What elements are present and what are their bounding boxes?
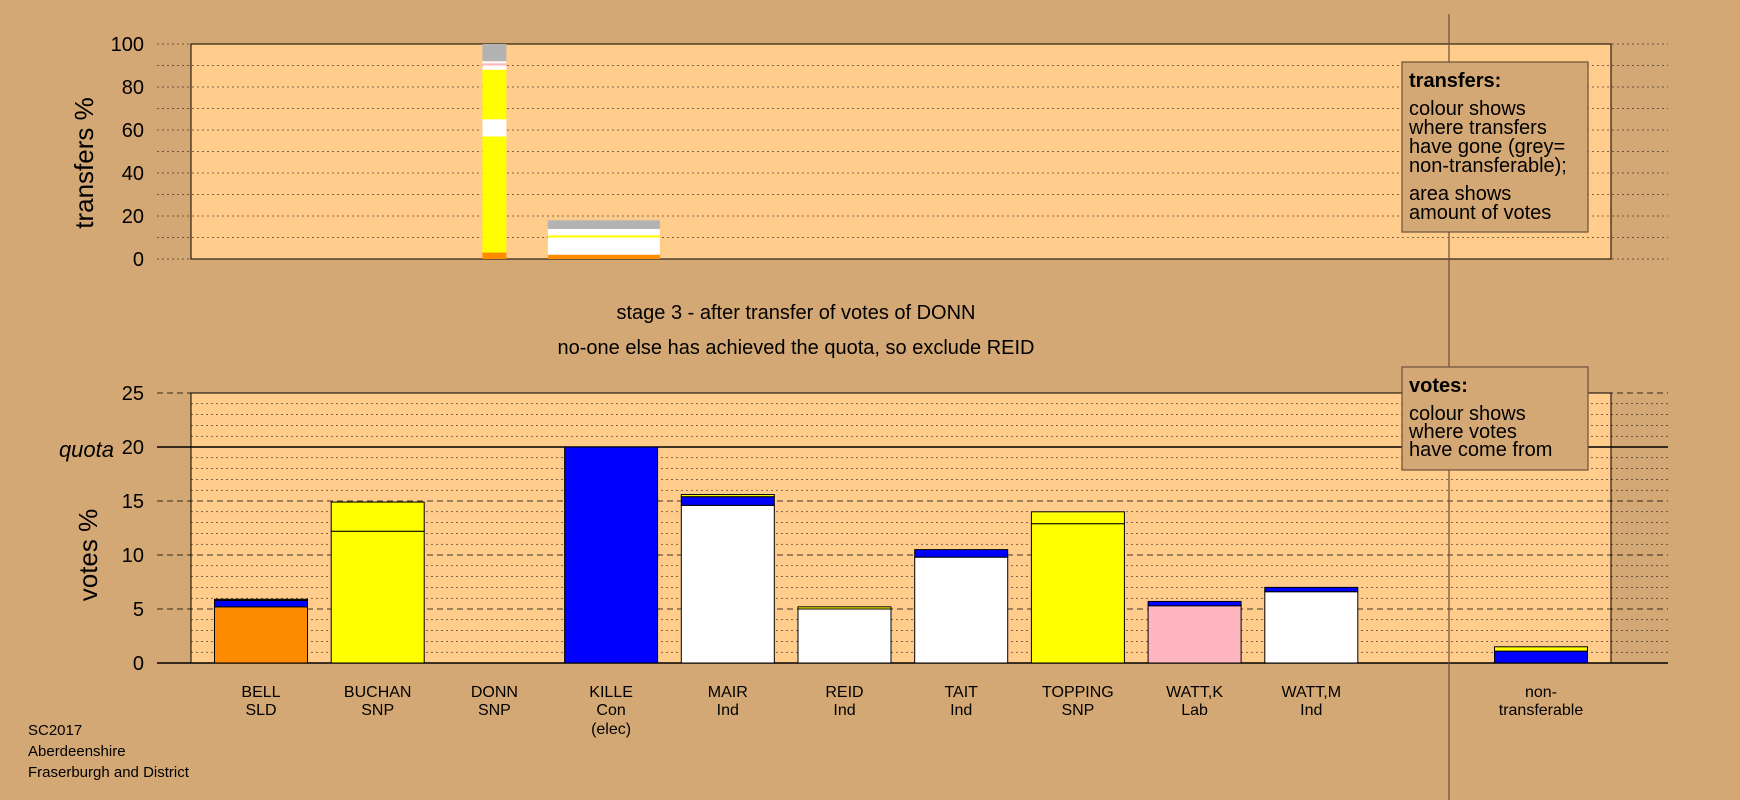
transfer-segment-ind	[547, 237, 660, 255]
transfers-y-label: transfers %	[69, 97, 99, 229]
vote-segment-ind	[680, 504, 775, 664]
vote-segment-con	[564, 446, 659, 664]
vote-segment-con	[1264, 586, 1359, 593]
vote-segment-snp	[1030, 523, 1125, 664]
y-tick-label: 20	[122, 437, 144, 459]
vote-segment-con	[214, 599, 308, 608]
transfer-segment-non-transferable	[547, 220, 660, 229]
transfer-segment-ind	[482, 65, 507, 70]
candidate-party: SNP	[478, 702, 511, 719]
transfers-box-line: colour shows	[1409, 98, 1526, 120]
vote-segment-ind	[797, 608, 892, 664]
transfer-segment-sld	[547, 254, 660, 259]
candidate-party: Ind	[717, 702, 739, 719]
votes-box-line: have come from	[1409, 439, 1552, 461]
y-tick-label: 0	[133, 249, 144, 271]
candidate-name: KILLE	[589, 684, 633, 701]
transfer-segment-ind	[482, 61, 507, 64]
footer-ward: Fraserburgh and District	[28, 764, 190, 781]
vote-segment-snp	[680, 494, 775, 498]
vote-segment-snp	[330, 501, 425, 532]
transfer-segment-non-transferable	[482, 44, 507, 62]
candidate-name: MAIR	[708, 684, 748, 701]
footer-election: SC2017	[28, 722, 82, 739]
transfers-box-title: transfers:	[1409, 70, 1501, 92]
transfer-segment-snp	[547, 235, 660, 238]
transfers-chart: 0 20 40 60 80 100 transfers %	[69, 34, 1668, 271]
transfers-box-line: area shows	[1409, 183, 1511, 205]
stage-subtitle: no-one else has achieved the quota, so e…	[558, 337, 1035, 359]
vote-segment-snp	[797, 606, 892, 610]
vote-segment-ind	[914, 556, 1009, 664]
transfers-info-box: transfers: colour shows where transfers …	[1401, 61, 1589, 233]
y-tick-label: 40	[122, 163, 144, 185]
transfer-segment-sld	[482, 252, 507, 259]
candidate-name: BELL	[241, 684, 280, 701]
candidate-party: SLD	[245, 702, 276, 719]
footer-council: Aberdeenshire	[28, 743, 126, 760]
candidate-name: REID	[825, 684, 863, 701]
candidate-name: BUCHAN	[344, 684, 412, 701]
y-tick-label: 25	[122, 383, 144, 405]
y-tick-label: 0	[133, 653, 144, 675]
vote-segment-snp	[1494, 646, 1588, 652]
transfer-segment-snp	[482, 136, 507, 253]
candidate-party: Con	[596, 702, 625, 719]
candidate-name: DONN	[471, 684, 518, 701]
votes-box-title: votes:	[1409, 375, 1468, 397]
vote-segment-sld	[214, 606, 308, 664]
votes-box-line: colour shows	[1409, 403, 1526, 425]
candidate-party: SNP	[1061, 702, 1094, 719]
transfers-box-line: have gone (grey=	[1409, 136, 1565, 158]
vote-segment-snp	[330, 530, 425, 664]
stage-title: stage 3 - after transfer of votes of DON…	[616, 302, 975, 324]
transfer-segment-ind	[547, 228, 660, 236]
vote-segment-ind	[1264, 591, 1359, 664]
y-tick-label: 60	[122, 120, 144, 142]
transfer-segment-ind	[482, 119, 507, 137]
y-tick-label: 80	[122, 77, 144, 99]
vote-segment-snp	[1030, 511, 1125, 525]
vote-segment-lab	[1147, 605, 1242, 664]
transfers-box-line: where transfers	[1408, 117, 1547, 139]
vote-segment-con	[680, 496, 775, 506]
candidate-name: TAIT	[944, 684, 978, 701]
y-tick-label: 5	[133, 599, 144, 621]
y-tick-label: 20	[122, 206, 144, 228]
candidate-name: WATT,K	[1166, 684, 1223, 701]
votes-y-label: votes %	[73, 509, 103, 602]
candidate-name: TOPPING	[1042, 684, 1114, 701]
vote-segment-con	[1494, 650, 1588, 664]
candidate-name: WATT,M	[1282, 684, 1342, 701]
votes-plot-area	[190, 392, 1612, 664]
candidate-name: non-	[1525, 684, 1557, 701]
y-tick-label: 10	[122, 545, 144, 567]
transfer-segment-lab	[482, 63, 507, 66]
y-tick-label: 15	[122, 491, 144, 513]
candidate-party: Ind	[1300, 702, 1322, 719]
candidate-party: Ind	[833, 702, 855, 719]
transfer-segment-snp	[482, 69, 507, 120]
vote-segment-con	[914, 549, 1009, 558]
votes-box-line: where votes	[1408, 421, 1517, 443]
candidate-party: Ind	[950, 702, 972, 719]
transfers-box-line: non-transferable);	[1409, 155, 1567, 177]
candidate-party: SNP	[361, 702, 394, 719]
vote-segment-snp	[214, 598, 308, 601]
candidate-party: transferable	[1499, 702, 1584, 719]
y-tick-label: 100	[111, 34, 144, 56]
candidate-party: Lab	[1181, 702, 1208, 719]
vote-segment-con	[1147, 600, 1242, 607]
votes-info-box: votes: colour shows where votes have com…	[1401, 366, 1589, 471]
transfers-box-line: amount of votes	[1409, 202, 1551, 224]
quota-label: quota	[59, 437, 114, 462]
candidate-note: (elec)	[591, 721, 631, 738]
